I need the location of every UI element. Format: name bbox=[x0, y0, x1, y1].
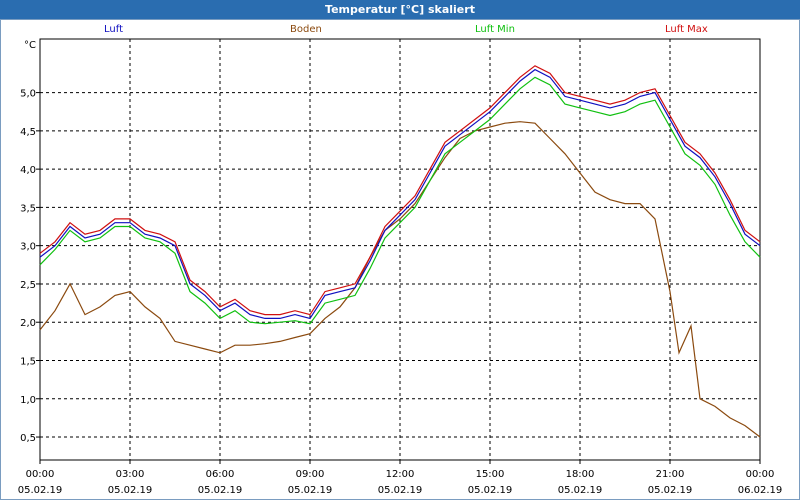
x-tick-time: 09:00 bbox=[296, 469, 325, 480]
x-tick-date: 05.02.19 bbox=[198, 485, 243, 496]
x-tick-date: 05.02.19 bbox=[378, 485, 423, 496]
series-line-luft-min bbox=[39, 76, 761, 325]
x-tick-date: 05.02.19 bbox=[558, 485, 603, 496]
x-tick-time: 00:00 bbox=[26, 469, 55, 480]
x-tick-time: 21:00 bbox=[656, 469, 685, 480]
x-tick-time: 03:00 bbox=[116, 469, 145, 480]
x-tick-time: 00:00 bbox=[746, 469, 775, 480]
x-tick-date: 05.02.19 bbox=[18, 485, 63, 496]
x-axis-ticks: 00:00 05.02.19 03:00 05.02.19 06:00 05.02.19 0… bbox=[18, 460, 783, 496]
x-tick-date: 05.02.19 bbox=[648, 485, 693, 496]
x-tick-date: 05.02.19 bbox=[108, 485, 153, 496]
y-tick-label: 4,0 bbox=[20, 165, 36, 176]
x-tick-date: 05.02.19 bbox=[288, 485, 333, 496]
y-axis-unit: °C bbox=[24, 40, 36, 51]
y-tick-label: 1,5 bbox=[20, 356, 36, 367]
y-tick-label: 3,0 bbox=[20, 242, 36, 253]
grid-lines bbox=[40, 39, 760, 460]
x-tick-date: 06.02.19 bbox=[738, 485, 783, 496]
y-tick-label: 5,0 bbox=[20, 89, 36, 100]
x-tick-time: 15:00 bbox=[476, 469, 505, 480]
data-series bbox=[39, 65, 761, 438]
y-tick-label: 1,0 bbox=[20, 395, 36, 406]
legend-boden: Boden bbox=[290, 24, 322, 35]
y-tick-label: 0,5 bbox=[20, 433, 36, 444]
y-tick-label: 4,5 bbox=[20, 127, 36, 138]
x-tick-time: 18:00 bbox=[566, 469, 595, 480]
series-line-boden bbox=[39, 121, 761, 438]
x-tick-date: 05.02.19 bbox=[468, 485, 513, 496]
legend-luft-max: Luft Max bbox=[665, 24, 708, 35]
y-tick-label: 3,5 bbox=[20, 203, 36, 214]
x-tick-time: 12:00 bbox=[386, 469, 415, 480]
series-line-luft-max bbox=[39, 65, 761, 316]
y-tick-label: 2,0 bbox=[20, 318, 36, 329]
y-axis-ticks: 0,5 1,0 1,5 2,0 2,5 3,0 3,5 4,0 4,5 5,0 bbox=[20, 89, 40, 444]
legend-luft-min: Luft Min bbox=[475, 24, 515, 35]
x-tick-time: 06:00 bbox=[206, 469, 235, 480]
legend-luft: Luft bbox=[104, 24, 123, 35]
y-tick-label: 2,5 bbox=[20, 280, 36, 291]
series-line-luft bbox=[39, 68, 761, 320]
window-title: Temperatur [°C] skaliert bbox=[0, 0, 800, 19]
